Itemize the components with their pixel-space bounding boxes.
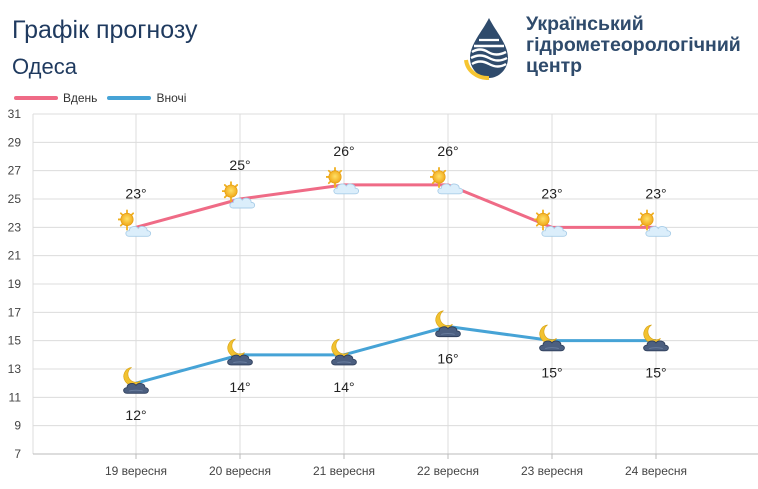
y-tick-label: 19 — [8, 277, 22, 291]
legend-swatch-day — [14, 96, 58, 100]
x-tick-label: 24 вересня — [625, 464, 687, 478]
sun-cloud-icon[interactable] — [430, 167, 464, 195]
sun-cloud-icon[interactable] — [638, 209, 672, 238]
y-tick-label: 17 — [8, 305, 22, 319]
sun-cloud-icon[interactable] — [326, 167, 360, 195]
city-name: Одеса — [12, 54, 77, 79]
y-tick-label: 7 — [14, 447, 21, 461]
series-line-day — [135, 183, 656, 229]
x-tick-label: 23 вересня — [521, 464, 583, 478]
data-label-night: 15° — [541, 365, 562, 381]
y-tick-label: 25 — [8, 192, 22, 206]
data-label-night: 14° — [333, 379, 354, 395]
data-label-night: 16° — [437, 351, 458, 367]
legend-swatch-night — [107, 96, 152, 100]
data-label-night: 14° — [229, 379, 250, 395]
y-tick-label: 9 — [14, 419, 21, 433]
x-tick-label: 22 вересня — [417, 464, 479, 478]
y-tick-label: 11 — [9, 390, 22, 404]
chart-series-lines — [135, 183, 656, 385]
chart-marks: 23° 25° 26° 26° 23° 23° 12° 14° 14° 16° 15° 15° — [118, 143, 672, 423]
page-title: Графік прогнозу — [12, 16, 198, 44]
data-label-day: 26° — [437, 143, 458, 159]
hydromet-drop-logo-icon — [464, 18, 508, 80]
data-label-day: 23° — [645, 185, 666, 201]
data-label-day: 25° — [229, 157, 250, 173]
x-tick-label: 21 вересня — [313, 464, 375, 478]
logo: Український гідрометеорологічний центр — [462, 14, 758, 86]
data-label-day: 23° — [541, 185, 562, 201]
x-tick-label: 19 вересня — [105, 464, 167, 478]
logo-line: центр — [526, 55, 583, 77]
data-label-day: 26° — [333, 143, 354, 159]
sun-cloud-icon[interactable] — [534, 209, 568, 238]
legend-item-day[interactable]: Вдень — [14, 91, 97, 105]
logo-text: Український гідрометеорологічний центр — [526, 14, 741, 77]
chart-axes: 7 9 11 13 15 17 19 21 23 25 27 29 31 19 вересня 20 вер… — [8, 107, 758, 478]
legend-item-night[interactable]: Вночі — [107, 91, 186, 105]
x-tick-label: 20 вересня — [209, 464, 271, 478]
y-tick-label: 29 — [8, 135, 22, 149]
chart-grid — [32, 113, 758, 455]
data-label-night: 12° — [125, 407, 146, 423]
y-tick-label: 15 — [8, 334, 22, 348]
y-tick-label: 21 — [8, 249, 22, 263]
series-line-night — [135, 325, 656, 385]
y-tick-label: 13 — [8, 362, 22, 376]
logo-line: Український — [526, 13, 644, 35]
logo-line: гідрометеорологічний — [526, 34, 741, 56]
y-tick-label: 23 — [8, 220, 22, 234]
legend-label-night: Вночі — [156, 91, 187, 105]
y-tick-label: 27 — [8, 164, 22, 178]
legend-label-day: Вдень — [63, 91, 98, 105]
data-label-day: 23° — [125, 185, 146, 201]
data-label-night: 15° — [645, 365, 666, 381]
chart-legend: Вдень Вночі — [14, 90, 196, 106]
y-tick-label: 31 — [8, 107, 22, 121]
